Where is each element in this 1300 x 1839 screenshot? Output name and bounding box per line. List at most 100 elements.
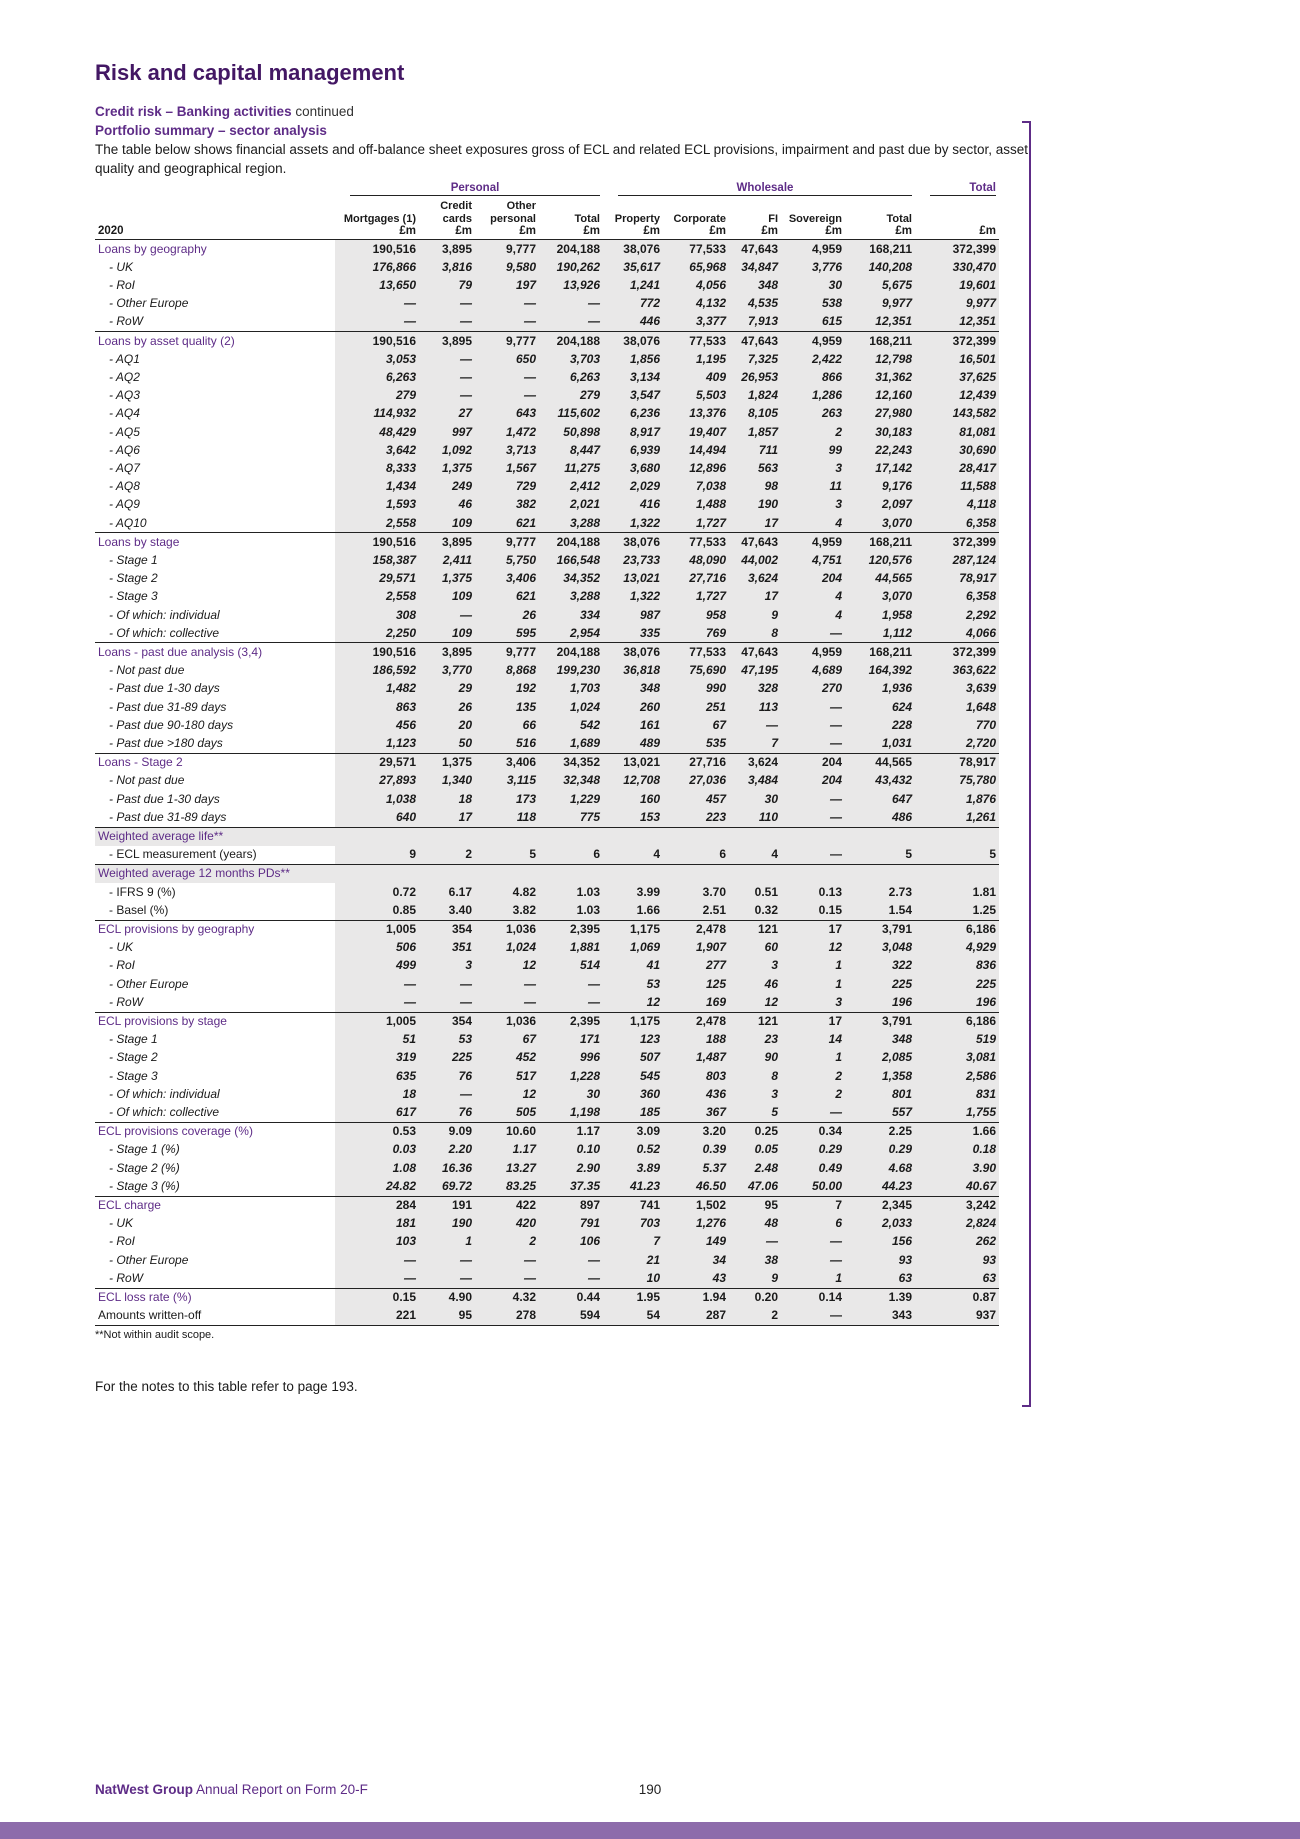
row-label: - Stage 3: [95, 587, 335, 607]
cell-value: 2.25: [845, 1121, 915, 1141]
cell-value: 897: [539, 1195, 603, 1215]
cell-value: 996: [539, 1048, 603, 1068]
table-row: - Stage 3 635 76 517 1,228 545 803 8 2 1,358 2,586: [95, 1067, 999, 1086]
cell-value: 12: [475, 956, 539, 976]
table-row: - AQ5 48,429 997 1,472 50,898 8,917 19,407 1,85…: [95, 423, 999, 442]
footer-text: NatWest Group Annual Report on Form 20-F: [95, 1782, 368, 1797]
cell-value: 1,482: [335, 679, 419, 699]
table-row: Weighted average 12 months PDs**: [95, 863, 999, 884]
cell-value: 95: [729, 1195, 781, 1215]
cell-value: 3.20: [663, 1121, 729, 1141]
page-title: Risk and capital management: [95, 60, 405, 85]
cell-value: 5,750: [475, 551, 539, 570]
table-row: - AQ1 3,053—650 3,703 1,856 1,195 7,325 2,422 1…: [95, 350, 999, 369]
row-label: ECL provisions coverage (%): [95, 1121, 335, 1141]
cell-value: 3,791: [845, 919, 915, 939]
cell-value: 308: [335, 606, 419, 625]
row-label: - AQ9: [95, 495, 335, 515]
row-label: - Other Europe: [95, 294, 335, 313]
cell-value: —: [539, 975, 603, 994]
cell-value: 3,288: [539, 587, 603, 607]
group-total: Total: [915, 182, 999, 197]
row-label: - Of which: individual: [95, 1085, 335, 1104]
cell-value: 186,592: [335, 661, 419, 680]
table-row: - Past due 90-180 days 456 20 66 542 161 67— —2…: [95, 716, 999, 735]
cell-value: 351: [419, 938, 475, 957]
cell-value: —: [419, 1269, 475, 1289]
cell-value: 2,478: [663, 1011, 729, 1031]
cell-value: 4,056: [663, 276, 729, 295]
cell-value: 115,602: [539, 404, 603, 424]
cell-value: 436: [663, 1085, 729, 1104]
cell-value: 2,720: [915, 734, 999, 754]
cell-value: 225: [845, 975, 915, 994]
row-label: Loans by stage: [95, 532, 335, 552]
cell-value: 3: [729, 956, 781, 976]
cell-value: 1,036: [475, 919, 539, 939]
row-label: - RoI: [95, 956, 335, 976]
cell-value: 1,567: [475, 459, 539, 478]
cell-value: 801: [845, 1085, 915, 1104]
table-row: - Not past due 27,893 1,340 3,115 32,348 12,7…: [95, 771, 999, 791]
cell-value: 3,484: [729, 771, 781, 791]
cell-value: 13,376: [663, 404, 729, 424]
row-label: - Past due 90-180 days: [95, 716, 335, 735]
row-label: - Stage 2 (%): [95, 1159, 335, 1178]
cell-value: 9,777: [475, 642, 539, 662]
cell-value: 3,406: [475, 752, 539, 772]
unit-label: £m: [845, 225, 915, 240]
cell-value: 2,586: [915, 1067, 999, 1086]
cell-value: 3,816: [419, 258, 475, 277]
cell-value: —: [335, 294, 419, 313]
unit-label: £m: [539, 225, 603, 240]
cell-value: 8,333: [335, 459, 419, 478]
cell-value: 54: [603, 1306, 663, 1326]
cell-value: 1,881: [539, 938, 603, 957]
table-row: Amounts written-off 221 95 278 594 54 287 2—343…: [95, 1306, 999, 1326]
cell-value: 3,288: [539, 514, 603, 533]
cell-value: 1,824: [729, 386, 781, 405]
cell-value: 5: [729, 1103, 781, 1123]
cell-value: 3.70: [663, 883, 729, 902]
cell-value: —: [419, 368, 475, 387]
row-label: - Past due 31-89 days: [95, 698, 335, 717]
cell-value: —: [475, 312, 539, 332]
cell-value: 77,533: [663, 642, 729, 662]
cell-value: 12: [475, 1085, 539, 1104]
cell-value: 12,708: [603, 771, 663, 791]
cell-value: 260: [603, 698, 663, 717]
cell-value: 47,195: [729, 661, 781, 680]
cell-value: 190: [419, 1214, 475, 1233]
cell-value: 3,053: [335, 350, 419, 369]
cell-value: 75,780: [915, 771, 999, 791]
cell-value: 647: [845, 790, 915, 809]
cell-value: 1,175: [603, 919, 663, 939]
cell-value: 19,601: [915, 276, 999, 295]
cell-value: 4.68: [845, 1159, 915, 1178]
row-label: - UK: [95, 1214, 335, 1233]
cell-value: 4,689: [781, 661, 845, 680]
cell-value: 335: [603, 624, 663, 643]
cell-value: 2,478: [663, 919, 729, 939]
column-header: Credit cards: [440, 200, 472, 225]
cell-value: 1,936: [845, 679, 915, 699]
notes-reference: For the notes to this table refer to pag…: [95, 1378, 358, 1394]
cell-value: 6,358: [915, 514, 999, 533]
cell-value: 2,824: [915, 1214, 999, 1233]
cell-value: 10: [603, 1269, 663, 1289]
cell-value: 41.23: [603, 1177, 663, 1197]
cell-value: 38,076: [603, 331, 663, 351]
cell-value: 9,977: [915, 294, 999, 313]
row-label: - AQ4: [95, 404, 335, 424]
cell-value: 3: [781, 495, 845, 515]
cell-value: 8,447: [539, 441, 603, 460]
cell-value: 46: [729, 975, 781, 994]
row-label: - AQ6: [95, 441, 335, 460]
cell-value: 741: [603, 1195, 663, 1215]
cell-value: 1.94: [663, 1287, 729, 1307]
cell-value: 409: [663, 368, 729, 387]
cell-value: 14,494: [663, 441, 729, 460]
cell-value: 156: [845, 1232, 915, 1252]
row-label: - AQ2: [95, 368, 335, 387]
